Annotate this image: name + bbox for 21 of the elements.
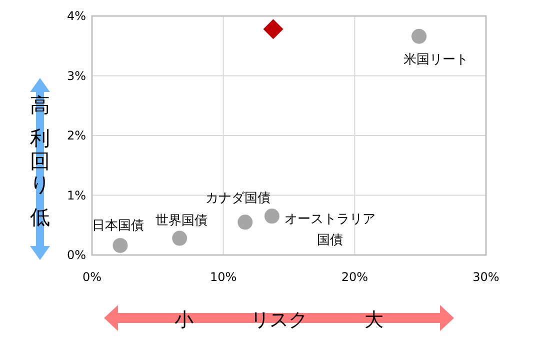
y-tick-label: 0% [66, 248, 86, 262]
x-tick-label: 30% [472, 270, 500, 284]
x-tick-label: 20% [341, 270, 368, 284]
y-tick-label: 2% [66, 128, 86, 142]
point [264, 208, 280, 224]
annotation: 世界国債 [156, 213, 208, 228]
y-tick-label: 3% [66, 68, 86, 83]
annotation: カナダ国債 [206, 191, 271, 206]
point [263, 19, 284, 40]
point [172, 230, 188, 246]
annotation: オーストラリア国債 [284, 212, 376, 248]
point [412, 28, 427, 44]
annotation: 日本国債 [92, 218, 144, 234]
point [238, 214, 253, 230]
y-tick-label: 4% [66, 9, 86, 23]
x-tick-label: 10% [210, 270, 237, 284]
x-tick-label: 0% [82, 270, 102, 284]
x-axis-title: 小 リスク 大 [174, 309, 384, 331]
point [112, 238, 128, 253]
annotation: 米国リート [404, 52, 469, 68]
y-tick-label: 1% [66, 188, 86, 202]
